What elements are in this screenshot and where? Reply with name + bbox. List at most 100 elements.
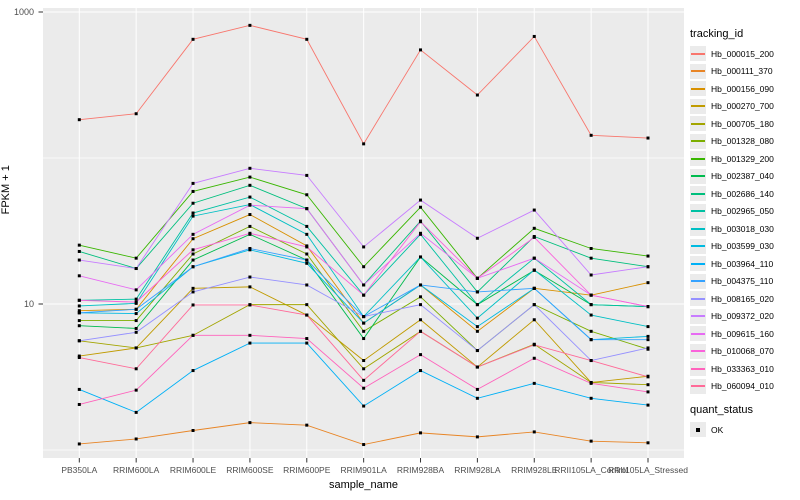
data-point [419,48,423,52]
data-point [646,305,650,309]
legend-entry-label: OK [711,424,724,435]
data-point [248,203,252,207]
legend-entry-label: Hb_033363_010 [711,363,774,374]
data-point [362,142,366,146]
legend-entry-label: Hb_003964_110 [711,258,774,269]
data-point [191,286,195,290]
legend-entry-label: Hb_001328_080 [711,136,774,147]
data-point [191,369,195,373]
data-point [77,118,81,122]
data-point [305,258,309,262]
data-point [589,359,593,363]
data-point [134,410,138,414]
data-point [191,258,195,262]
data-point [475,325,479,329]
data-point [532,381,536,385]
legend-title-tracking-id: tracking_id [690,28,744,40]
data-point [134,437,138,441]
data-point [532,286,536,290]
data-point [419,369,423,373]
data-point [248,195,252,199]
legend-entry-Hb_000111_370: Hb_000111_370 [690,63,798,81]
data-point [475,276,479,280]
color-swatch [690,361,706,377]
legend-entry-Hb_003018_030: Hb_003018_030 [690,220,798,238]
data-point [248,183,252,187]
legend-entry-label: Hb_002387_040 [711,171,774,182]
data-point [589,313,593,317]
data-point [134,388,138,392]
data-point [475,236,479,240]
color-swatch [690,221,706,237]
color-swatch [690,203,706,219]
x-tick-label: RRIM600LA [113,465,160,475]
data-point [362,283,366,287]
data-point [532,235,536,239]
data-point [191,429,195,433]
legend-entry-label: Hb_000705_180 [711,118,774,129]
ok-point-swatch [690,422,706,438]
data-point [248,333,252,337]
x-tick-label: RRIM928LA [454,465,501,475]
legend-entry-Hb_000270_700: Hb_000270_700 [690,98,798,116]
data-point [191,237,195,241]
data-point [589,338,593,342]
data-point [134,312,138,316]
data-point [475,329,479,333]
data-point [248,421,252,425]
data-point [305,207,309,211]
data-point [191,201,195,205]
data-point [362,378,366,382]
data-point [77,311,81,315]
data-point [77,243,81,247]
data-point [419,198,423,202]
data-point [191,37,195,41]
data-point [305,245,309,249]
data-point [77,249,81,253]
color-swatch [690,273,706,289]
legend-entry-label: Hb_002965_050 [711,206,774,217]
legend-entry-label: Hb_000015_200 [711,48,774,59]
data-point [77,324,81,328]
color-swatch [690,291,706,307]
x-tick-label: RRIM600SE [226,465,274,475]
data-point [532,318,536,322]
data-point [646,390,650,394]
data-point [191,232,195,236]
x-tick-label: PB350LA [61,465,98,475]
color-swatch [690,133,706,149]
data-point [646,254,650,258]
legend-entries: Hb_000015_200 Hb_000111_370 Hb_000156_090 H… [690,45,798,395]
x-tick-label: RRIM901LA [340,465,387,475]
legend-entry-Hb_002965_050: Hb_002965_050 [690,203,798,221]
data-point [305,423,309,427]
color-swatch [690,343,706,359]
data-point [248,303,252,307]
data-point [134,307,138,311]
legend-entry-label: Hb_000270_700 [711,101,774,112]
legend-entry-Hb_000705_180: Hb_000705_180 [690,115,798,133]
color-swatch [690,151,706,167]
legend-entry-Hb_009615_160: Hb_009615_160 [690,325,798,343]
data-point [305,173,309,177]
x-tick-label: RRII105LA_Control [554,465,628,475]
legend-entry-label: Hb_008165_020 [711,293,774,304]
data-point [134,267,138,271]
x-tick-label: RRIM600PE [283,465,331,475]
data-point [646,346,650,350]
legend-entry-Hb_000156_090: Hb_000156_090 [690,80,798,98]
data-point [589,303,593,307]
data-point [646,375,650,379]
data-point [362,359,366,363]
legend-entry-Hb_060094_010: Hb_060094_010 [690,378,798,396]
data-point [362,337,366,341]
legend-entry-Hb_010068_070: Hb_010068_070 [690,343,798,361]
color-swatch [690,168,706,184]
data-point [248,224,252,228]
color-swatch [690,326,706,342]
data-point [248,275,252,279]
data-point [589,273,593,277]
legend-entry-Hb_008165_020: Hb_008165_020 [690,290,798,308]
data-point [589,329,593,333]
